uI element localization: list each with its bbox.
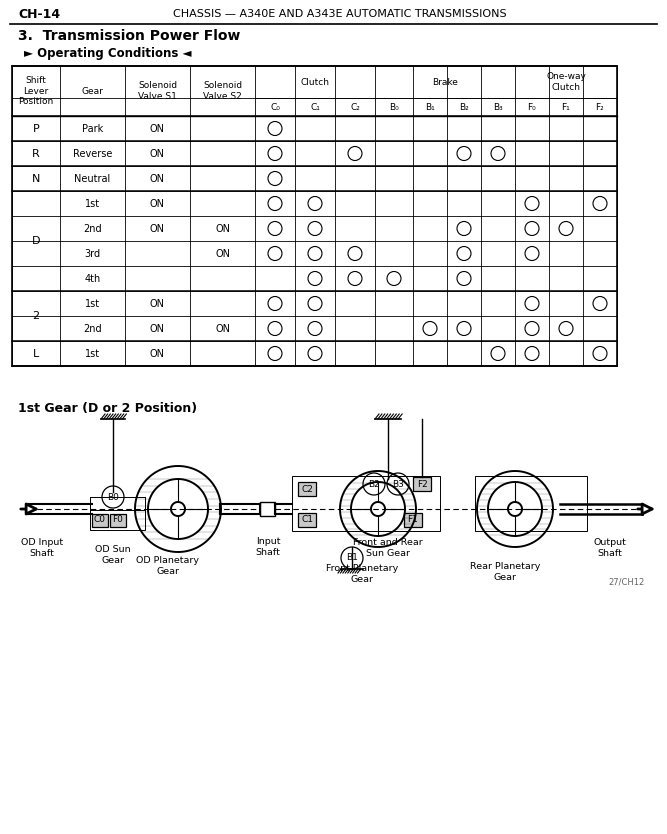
Bar bbox=[260, 502, 275, 516]
Text: ON: ON bbox=[150, 349, 165, 359]
Text: P: P bbox=[33, 123, 39, 133]
Text: One-way
Clutch: One-way Clutch bbox=[546, 73, 586, 92]
Text: C₁: C₁ bbox=[310, 103, 320, 112]
Text: Reverse: Reverse bbox=[73, 148, 112, 158]
Text: Solenoid
Valve S1: Solenoid Valve S1 bbox=[138, 81, 177, 101]
Text: N: N bbox=[32, 173, 40, 183]
Text: 2nd: 2nd bbox=[83, 324, 102, 334]
Text: C₀: C₀ bbox=[270, 103, 280, 112]
Text: ON: ON bbox=[215, 249, 230, 259]
Text: OD Input
Shaft: OD Input Shaft bbox=[21, 538, 63, 558]
Text: C0: C0 bbox=[94, 515, 106, 525]
Text: Front Planetary
Gear: Front Planetary Gear bbox=[326, 565, 398, 584]
Text: R: R bbox=[32, 148, 40, 158]
Bar bbox=[110, 514, 126, 526]
Text: OD Planetary
Gear: OD Planetary Gear bbox=[137, 556, 199, 575]
Bar bbox=[413, 477, 431, 491]
Text: F0: F0 bbox=[113, 515, 123, 525]
Text: Front and Rear
Sun Gear: Front and Rear Sun Gear bbox=[353, 538, 423, 558]
Text: Solenoid
Valve S2: Solenoid Valve S2 bbox=[203, 81, 242, 101]
Text: ON: ON bbox=[150, 173, 165, 183]
Text: CHASSIS — A340E AND A343E AUTOMATIC TRANSMISSIONS: CHASSIS — A340E AND A343E AUTOMATIC TRAN… bbox=[173, 9, 507, 19]
Text: B1: B1 bbox=[346, 554, 358, 562]
Text: 3rd: 3rd bbox=[85, 249, 101, 259]
Text: 2nd: 2nd bbox=[83, 224, 102, 234]
Text: 1st: 1st bbox=[85, 198, 100, 208]
Text: ► Operating Conditions ◄: ► Operating Conditions ◄ bbox=[24, 47, 191, 59]
Text: B3: B3 bbox=[392, 480, 404, 489]
Text: ON: ON bbox=[215, 324, 230, 334]
Bar bbox=[298, 513, 316, 527]
Bar bbox=[292, 476, 440, 531]
Bar bbox=[92, 514, 108, 526]
Text: C1: C1 bbox=[301, 515, 313, 525]
Text: 1st: 1st bbox=[85, 349, 100, 359]
Bar bbox=[298, 482, 316, 496]
Text: Input
Shaft: Input Shaft bbox=[255, 537, 280, 557]
Text: ON: ON bbox=[150, 299, 165, 309]
Text: CH-14: CH-14 bbox=[18, 8, 60, 21]
Text: Rear Planetary
Gear: Rear Planetary Gear bbox=[470, 562, 540, 581]
Text: ON: ON bbox=[150, 198, 165, 208]
Bar bbox=[90, 510, 145, 530]
Text: 1st: 1st bbox=[85, 299, 100, 309]
Text: Gear: Gear bbox=[81, 87, 103, 96]
Circle shape bbox=[387, 473, 409, 495]
Text: ON: ON bbox=[150, 148, 165, 158]
Text: Brake: Brake bbox=[432, 78, 458, 87]
Circle shape bbox=[363, 473, 385, 495]
Text: C₂: C₂ bbox=[350, 103, 360, 112]
Bar bbox=[12, 66, 617, 366]
Text: Clutch: Clutch bbox=[301, 78, 329, 87]
Circle shape bbox=[341, 547, 363, 569]
Text: ON: ON bbox=[150, 324, 165, 334]
Text: B₃: B₃ bbox=[493, 103, 503, 112]
Text: 4th: 4th bbox=[84, 274, 101, 284]
Text: B0: B0 bbox=[107, 493, 119, 501]
Text: Park: Park bbox=[82, 123, 103, 133]
Text: 27/CH12: 27/CH12 bbox=[608, 577, 644, 586]
Text: ON: ON bbox=[215, 224, 230, 234]
Text: Output
Shaft: Output Shaft bbox=[594, 538, 626, 558]
Text: B₀: B₀ bbox=[389, 103, 399, 112]
Text: C2: C2 bbox=[301, 485, 313, 494]
Text: ON: ON bbox=[150, 224, 165, 234]
Text: B₁: B₁ bbox=[425, 103, 435, 112]
Text: D: D bbox=[32, 236, 40, 246]
Text: F₀: F₀ bbox=[528, 103, 536, 112]
Text: F₂: F₂ bbox=[596, 103, 604, 112]
Circle shape bbox=[102, 486, 124, 508]
Text: OD Sun
Gear: OD Sun Gear bbox=[95, 545, 131, 565]
Text: Shift
Lever
Position: Shift Lever Position bbox=[19, 76, 53, 106]
Text: 1st Gear (D or 2 Position): 1st Gear (D or 2 Position) bbox=[18, 401, 197, 414]
Bar bbox=[404, 513, 422, 527]
Text: 3.  Transmission Power Flow: 3. Transmission Power Flow bbox=[18, 29, 240, 43]
Text: B₂: B₂ bbox=[459, 103, 469, 112]
Text: B2: B2 bbox=[368, 480, 380, 489]
Text: F₁: F₁ bbox=[562, 103, 570, 112]
Text: 2: 2 bbox=[33, 311, 39, 321]
Text: F2: F2 bbox=[417, 480, 428, 489]
Text: Neutral: Neutral bbox=[75, 173, 111, 183]
Text: L: L bbox=[33, 349, 39, 359]
Text: F1: F1 bbox=[408, 515, 418, 525]
Text: ON: ON bbox=[150, 123, 165, 133]
Bar bbox=[475, 476, 587, 531]
